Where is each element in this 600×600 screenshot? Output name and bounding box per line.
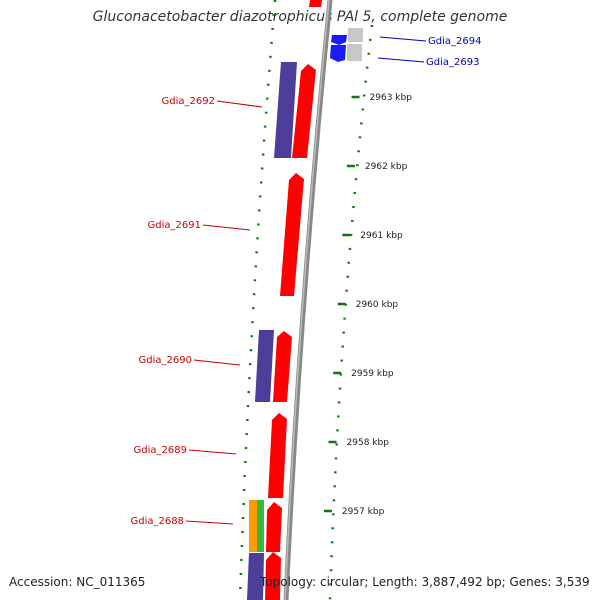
- gene-forward-bottom: [265, 552, 281, 600]
- gene-label[interactable]: Gdia_2693: [426, 57, 479, 68]
- genome-backbone-highlight: [284, 0, 330, 600]
- gene-label[interactable]: Gdia_2692: [162, 96, 215, 107]
- gene-2689-forward: [268, 413, 287, 498]
- topology-text: Topology: circular; Length: 3,887,492 bp…: [260, 575, 590, 589]
- gene-leader-line: [185, 520, 234, 525]
- gene-2690-forward: [273, 331, 292, 402]
- gene-2691-forward: [280, 173, 304, 296]
- gene-leader-line: [188, 449, 237, 455]
- gene-label-group: Gdia_2694 Gdia_2693 Gdia_2692 Gdia_2691 Gdia…: [131, 36, 482, 527]
- gene-leader-line: [193, 359, 241, 366]
- gene-leader-line: [216, 100, 263, 108]
- gene-2690-reverse: [255, 330, 274, 402]
- gene-label[interactable]: Gdia_2691: [148, 220, 201, 231]
- accession-label: Accession:: [9, 575, 73, 589]
- gene-2688-green: [257, 500, 264, 552]
- gene-features: [247, 0, 363, 600]
- gene-leader-line: [379, 36, 427, 42]
- gene-forward-arrow: [309, 0, 322, 7]
- gene-leader-line: [377, 57, 425, 63]
- gene-2693-gray-block: [347, 44, 362, 61]
- outer-dotted-track: [238, 0, 277, 600]
- kbp-tick-label: 2958 kbp: [347, 438, 390, 448]
- gene-label[interactable]: Gdia_2690: [139, 355, 192, 366]
- gene-2692-forward: [292, 64, 316, 158]
- gene-2688-forward: [266, 502, 282, 552]
- gene-2692-reverse: [274, 62, 297, 158]
- kbp-tick-label: 2962 kbp: [365, 162, 408, 172]
- accession-value: NC_011365: [76, 575, 146, 589]
- genome-backbone: [283, 0, 333, 600]
- kbp-tick-label: 2959 kbp: [351, 369, 394, 379]
- gene-2693-arrow: [330, 45, 346, 62]
- gene-2688-orange: [249, 500, 257, 552]
- gene-label[interactable]: Gdia_2688: [131, 516, 184, 527]
- accession-text: Accession: NC_011365: [9, 575, 145, 589]
- gene-2694-arrow: [331, 35, 347, 45]
- kbp-tick-label: 2957 kbp: [342, 507, 385, 517]
- kbp-tick-label: 2961 kbp: [360, 231, 403, 241]
- map-title: Gluconacetobacter diazotrophicus PAl 5, …: [92, 9, 508, 25]
- kbp-scale: 2963 kbp 2962 kbp 2961 kbp 2960 kbp 2959 kbp…: [323, 93, 413, 517]
- kbp-tick-label: 2963 kbp: [370, 93, 413, 103]
- gene-label[interactable]: Gdia_2694: [428, 36, 481, 47]
- gene-reverse-bottom: [247, 553, 264, 600]
- gene-2694-gray-block: [348, 28, 363, 42]
- kbp-tick-label: 2960 kbp: [356, 300, 399, 310]
- gene-leader-line: [202, 224, 251, 231]
- gene-label[interactable]: Gdia_2689: [134, 445, 187, 456]
